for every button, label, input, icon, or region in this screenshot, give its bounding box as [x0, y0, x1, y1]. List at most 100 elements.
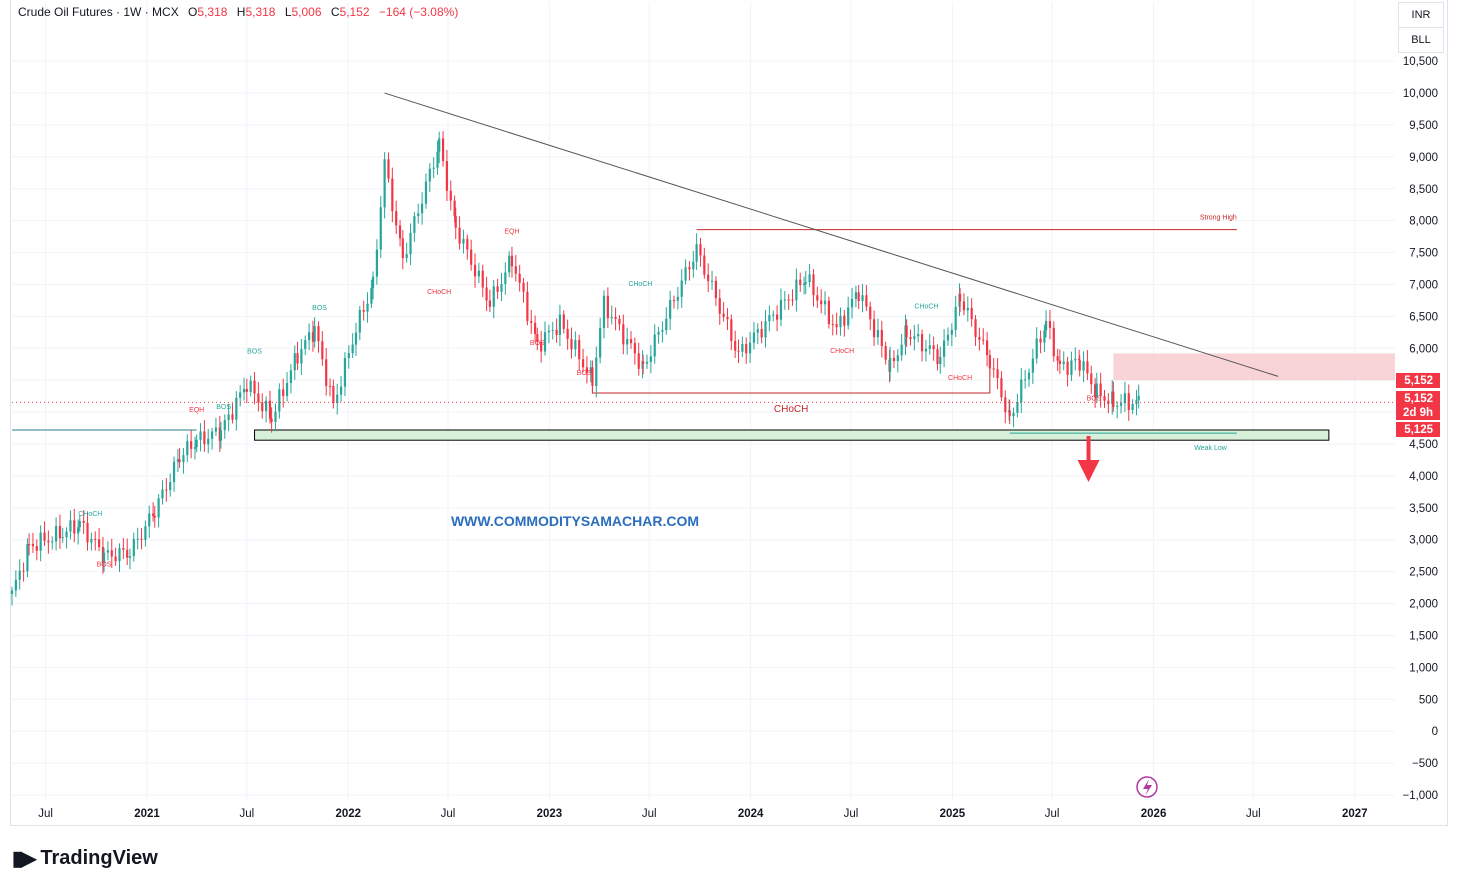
- candle-body: [1116, 405, 1119, 407]
- candle-body: [78, 520, 81, 528]
- candle-body: [182, 455, 185, 463]
- candle-body: [692, 261, 695, 270]
- candle-body: [257, 393, 260, 403]
- y-tick-label: 7,000: [1409, 279, 1438, 291]
- weak-low-label: Weak Low: [1194, 445, 1227, 452]
- tradingview-logo-icon: ▮▶: [12, 848, 36, 870]
- candle-body: [1070, 360, 1073, 375]
- candle-body: [876, 329, 880, 338]
- candle-body: [148, 513, 151, 527]
- candle-body: [900, 344, 903, 356]
- candle-body: [795, 279, 798, 301]
- currency-button[interactable]: INR: [1398, 2, 1444, 28]
- candle-body: [1024, 379, 1027, 381]
- candle-body: [1044, 320, 1048, 331]
- candle-body: [157, 498, 160, 518]
- candle-body: [347, 353, 350, 359]
- x-tick-label: Jul: [239, 808, 254, 820]
- candle-body: [699, 244, 702, 256]
- candle-body: [136, 538, 139, 540]
- candle-body: [140, 538, 143, 540]
- candle-body: [873, 319, 876, 338]
- candle-body: [370, 288, 373, 304]
- candle-body: [358, 310, 361, 333]
- candle-body: [43, 532, 46, 541]
- candle-body: [722, 313, 725, 317]
- structure-label: BOS: [247, 348, 262, 355]
- candle-body: [199, 431, 202, 440]
- candle-body: [366, 303, 369, 312]
- candle-body: [540, 341, 543, 352]
- candle-body: [707, 274, 710, 282]
- candle-body: [1086, 361, 1089, 374]
- candle-body: [602, 295, 606, 329]
- candle-body: [122, 548, 125, 550]
- candle-body: [102, 552, 106, 563]
- candle-body: [831, 324, 834, 326]
- candle-body: [473, 264, 477, 277]
- candle-body: [536, 334, 539, 342]
- x-tick-label: Jul: [1045, 808, 1060, 820]
- candle-body: [477, 270, 480, 277]
- candle-body: [97, 539, 101, 548]
- x-tick-label: Jul: [844, 808, 859, 820]
- candle-body: [195, 439, 198, 448]
- candle-body: [203, 431, 206, 445]
- candle-body: [649, 356, 652, 362]
- x-tick-label: 2021: [134, 808, 160, 820]
- price-tag-bg: [1396, 405, 1440, 420]
- candle-body: [756, 329, 759, 333]
- candle-body: [466, 238, 469, 250]
- candle-body: [496, 286, 499, 292]
- candle-body: [1127, 393, 1130, 410]
- candle-body: [783, 299, 786, 301]
- candle-body: [791, 299, 794, 301]
- y-tick-label: −1,000: [1403, 790, 1439, 802]
- price-tag-label: 5,125: [1404, 424, 1433, 436]
- candle-body: [589, 367, 592, 373]
- candle-body: [606, 295, 609, 319]
- candle-body: [14, 579, 17, 591]
- candle-body: [454, 216, 457, 228]
- candle-body: [73, 520, 76, 534]
- structure-label: BOS: [577, 370, 592, 377]
- candle-body: [943, 340, 946, 357]
- tradingview-brand[interactable]: ▮▶ TradingView: [12, 846, 158, 871]
- candle-body: [522, 282, 525, 292]
- candle-body: [1082, 361, 1085, 371]
- candle-body: [748, 342, 752, 354]
- candle-body: [996, 369, 999, 379]
- candle-body: [90, 538, 93, 543]
- candle-body: [219, 430, 223, 441]
- candle-body: [470, 249, 473, 265]
- price-tag-label: 2d 9h: [1403, 407, 1433, 419]
- structure-label: BOS: [530, 340, 545, 347]
- candle-body: [126, 549, 129, 558]
- candle-body: [339, 386, 343, 395]
- candle-body: [676, 296, 679, 301]
- candle-body: [909, 337, 912, 340]
- candle-body: [946, 334, 950, 341]
- candle-body: [581, 359, 585, 368]
- unit-button[interactable]: BLL: [1398, 27, 1444, 53]
- candle-body: [835, 324, 838, 328]
- candle-body: [39, 532, 42, 551]
- candle-body: [1095, 383, 1098, 398]
- price-tag-bg: [1396, 422, 1440, 437]
- candle-body: [1137, 395, 1140, 401]
- candle-body: [383, 159, 386, 208]
- candle-body: [680, 280, 683, 297]
- candle-body: [1056, 356, 1059, 361]
- candle-body: [178, 459, 181, 463]
- structure-label: CHoCH: [628, 281, 652, 288]
- candle-body: [405, 254, 408, 258]
- structure-label: CHoCH: [830, 348, 854, 355]
- structure-label: BOS: [1087, 396, 1102, 403]
- structure-label: EQH: [504, 228, 519, 235]
- candle-body: [481, 270, 484, 288]
- candle-body: [869, 306, 872, 320]
- candle-body: [265, 400, 268, 412]
- candle-body: [77, 527, 80, 534]
- candle-body: [268, 400, 272, 419]
